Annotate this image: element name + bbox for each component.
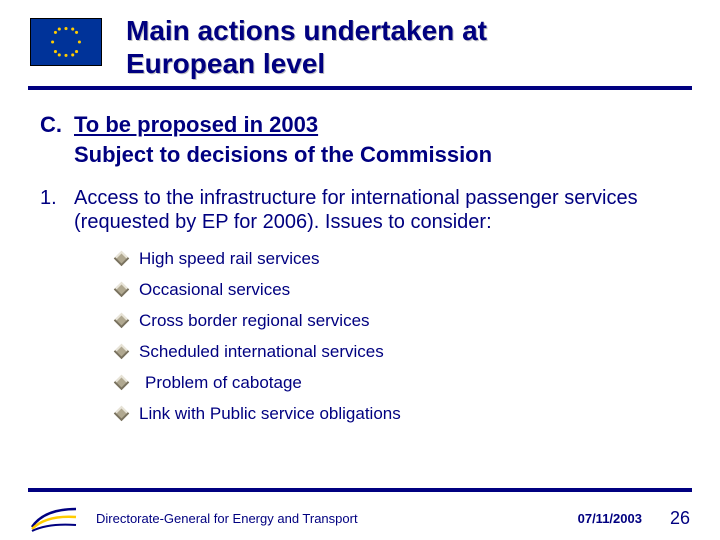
diamond-bullet-icon	[114, 406, 130, 422]
page-number: 26	[670, 508, 690, 529]
item-number: 1.	[40, 186, 74, 235]
bullet-item: Cross border regional services	[116, 311, 680, 331]
diamond-bullet-icon	[114, 375, 130, 391]
header: Main actions undertaken at European leve…	[0, 0, 720, 80]
bullet-item: Problem of cabotage	[116, 373, 680, 393]
content: C. To be proposed in 2003 Subject to dec…	[0, 90, 720, 424]
section-letter: C.	[40, 112, 74, 138]
footer-org: Directorate-General for Energy and Trans…	[96, 511, 578, 526]
section-title: To be proposed in 2003	[74, 112, 318, 138]
footer: Directorate-General for Energy and Trans…	[0, 496, 720, 540]
bullet-text: High speed rail services	[139, 249, 319, 269]
diamond-bullet-icon	[114, 251, 130, 267]
divider-bottom	[28, 488, 692, 492]
bullet-list: High speed rail services Occasional serv…	[116, 249, 680, 424]
bullet-text: Cross border regional services	[139, 311, 370, 331]
list-item: 1. Access to the infrastructure for inte…	[40, 186, 680, 235]
dg-logo-icon	[30, 503, 78, 533]
page-title: Main actions undertaken at European leve…	[126, 14, 487, 80]
diamond-bullet-icon	[114, 344, 130, 360]
item-text: Access to the infrastructure for interna…	[74, 186, 680, 235]
eu-flag-icon	[30, 18, 102, 66]
bullet-item: Scheduled international services	[116, 342, 680, 362]
bullet-text: Scheduled international services	[139, 342, 384, 362]
title-line1: Main actions undertaken at	[126, 15, 487, 46]
bullet-text: Link with Public service obligations	[139, 404, 401, 424]
bullet-text: Occasional services	[139, 280, 290, 300]
footer-date: 07/11/2003	[578, 511, 642, 526]
bullet-item: High speed rail services	[116, 249, 680, 269]
section-heading: C. To be proposed in 2003	[40, 112, 680, 138]
bullet-item: Link with Public service obligations	[116, 404, 680, 424]
bullet-text: Problem of cabotage	[145, 373, 302, 393]
section-subtitle: Subject to decisions of the Commission	[74, 142, 680, 168]
diamond-bullet-icon	[114, 313, 130, 329]
diamond-bullet-icon	[114, 282, 130, 298]
bullet-item: Occasional services	[116, 280, 680, 300]
title-line2: European level	[126, 48, 325, 79]
